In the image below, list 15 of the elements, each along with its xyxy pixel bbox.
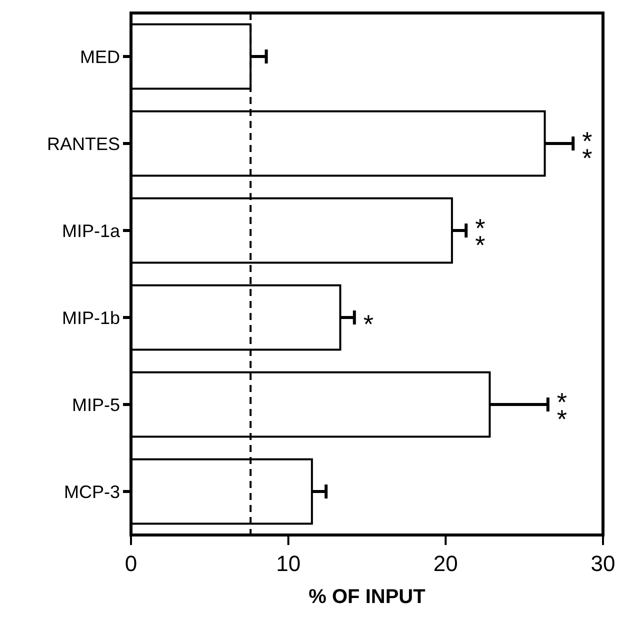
y-tick-label: MIP-1a (62, 220, 121, 241)
x-tick-label: 10 (276, 551, 301, 576)
y-tick-label: MIP-1b (62, 308, 120, 328)
y-tick-label: MCP-3 (64, 482, 120, 502)
y-tick-label: RANTES (46, 134, 120, 154)
x-tick-label: 20 (433, 551, 458, 576)
annotation: ** (582, 126, 592, 174)
annotation: * (363, 309, 374, 340)
annotation: ** (556, 387, 568, 434)
y-tick-label: MIP-5 (72, 394, 120, 415)
annotation: ** (475, 213, 486, 260)
y-tick-label: MED (80, 46, 120, 67)
x-tick-label: 30 (590, 551, 616, 576)
x-axis-title: % OF INPUT (308, 586, 426, 608)
x-tick-label: 0 (124, 551, 138, 576)
